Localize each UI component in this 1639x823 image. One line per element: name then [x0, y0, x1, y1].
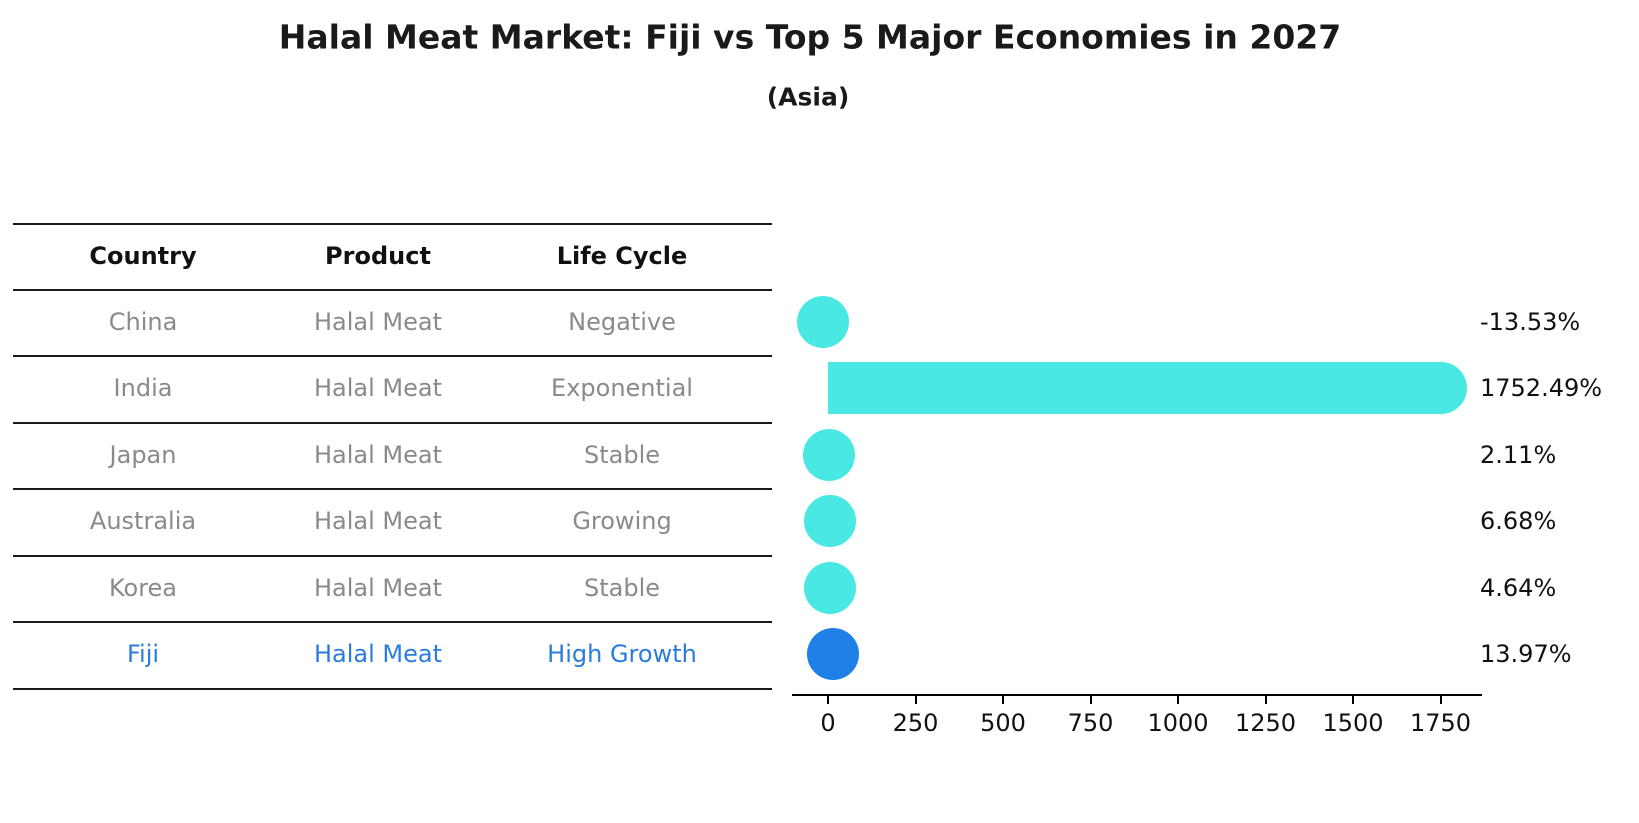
bar-india	[828, 362, 1468, 414]
x-axis-tick-label: 1000	[1147, 709, 1209, 737]
table-header-country: Country	[89, 242, 197, 270]
cell-country: India	[113, 374, 173, 402]
x-axis-line	[792, 694, 1482, 696]
chart-title: Halal Meat Market: Fiji vs Top 5 Major E…	[278, 17, 1342, 57]
bar-korea	[803, 562, 856, 614]
x-axis-tick-label: 1750	[1409, 709, 1472, 737]
cell-product: Halal Meat	[313, 374, 443, 402]
cell-life-cycle: Stable	[583, 574, 661, 602]
bar-value-label: 6.68%	[1480, 507, 1557, 535]
table-header-product: Product	[325, 242, 431, 270]
x-axis-tick	[1177, 696, 1179, 704]
x-axis-tick	[1002, 696, 1004, 704]
cell-product: Halal Meat	[313, 308, 443, 336]
x-axis-tick-label: 750	[1067, 709, 1114, 737]
cell-life-cycle: Growing	[572, 507, 672, 535]
cell-country: Korea	[108, 574, 178, 602]
table-divider-line	[13, 355, 772, 357]
bar-value-label: 2.11%	[1480, 441, 1557, 469]
bar-china	[797, 296, 850, 348]
x-axis-tick-label: 250	[892, 709, 939, 737]
cell-country: Australia	[89, 507, 197, 535]
table-divider-line	[13, 422, 772, 424]
cell-life-cycle: Stable	[583, 441, 661, 469]
x-axis-tick	[827, 696, 829, 704]
chart-subtitle: (Asia)	[766, 82, 850, 112]
x-axis-tick	[914, 696, 917, 704]
bar-value-label: 1752.49%	[1480, 374, 1603, 402]
cell-product: Halal Meat	[313, 640, 443, 668]
cell-country: China	[108, 308, 178, 336]
x-axis-tick-label: 500	[980, 709, 1026, 737]
table-divider-line	[13, 555, 772, 557]
x-axis-tick-label: 1250	[1234, 709, 1297, 737]
table-divider-line	[13, 289, 772, 291]
cell-life-cycle: Exponential	[551, 374, 693, 402]
cell-product: Halal Meat	[313, 507, 443, 535]
bar-japan	[802, 429, 855, 481]
x-axis-tick-label: 1500	[1322, 709, 1384, 737]
table-divider-line	[13, 621, 772, 623]
table-divider-line	[13, 688, 772, 690]
cell-life-cycle: High Growth	[547, 640, 697, 668]
bar-value-label: -13.53%	[1480, 308, 1581, 336]
x-axis-tick	[1089, 696, 1092, 704]
table-divider-line	[13, 488, 772, 490]
bar-fiji	[806, 628, 859, 680]
bar-value-label: 4.64%	[1480, 574, 1557, 602]
cell-life-cycle: Negative	[568, 308, 676, 336]
cell-product: Halal Meat	[313, 574, 443, 602]
bar-australia	[804, 495, 857, 547]
table-header-life-cycle: Life Cycle	[556, 242, 688, 270]
cell-product: Halal Meat	[313, 441, 443, 469]
x-axis-tick	[1264, 696, 1267, 704]
cell-country: Fiji	[126, 640, 160, 668]
bar-value-label: 13.97%	[1480, 640, 1572, 668]
cell-country: Japan	[109, 441, 177, 469]
table-divider-line	[13, 223, 772, 225]
x-axis-tick	[1439, 696, 1442, 704]
x-axis-tick-label: 0	[820, 709, 836, 737]
x-axis-tick	[1352, 696, 1354, 704]
